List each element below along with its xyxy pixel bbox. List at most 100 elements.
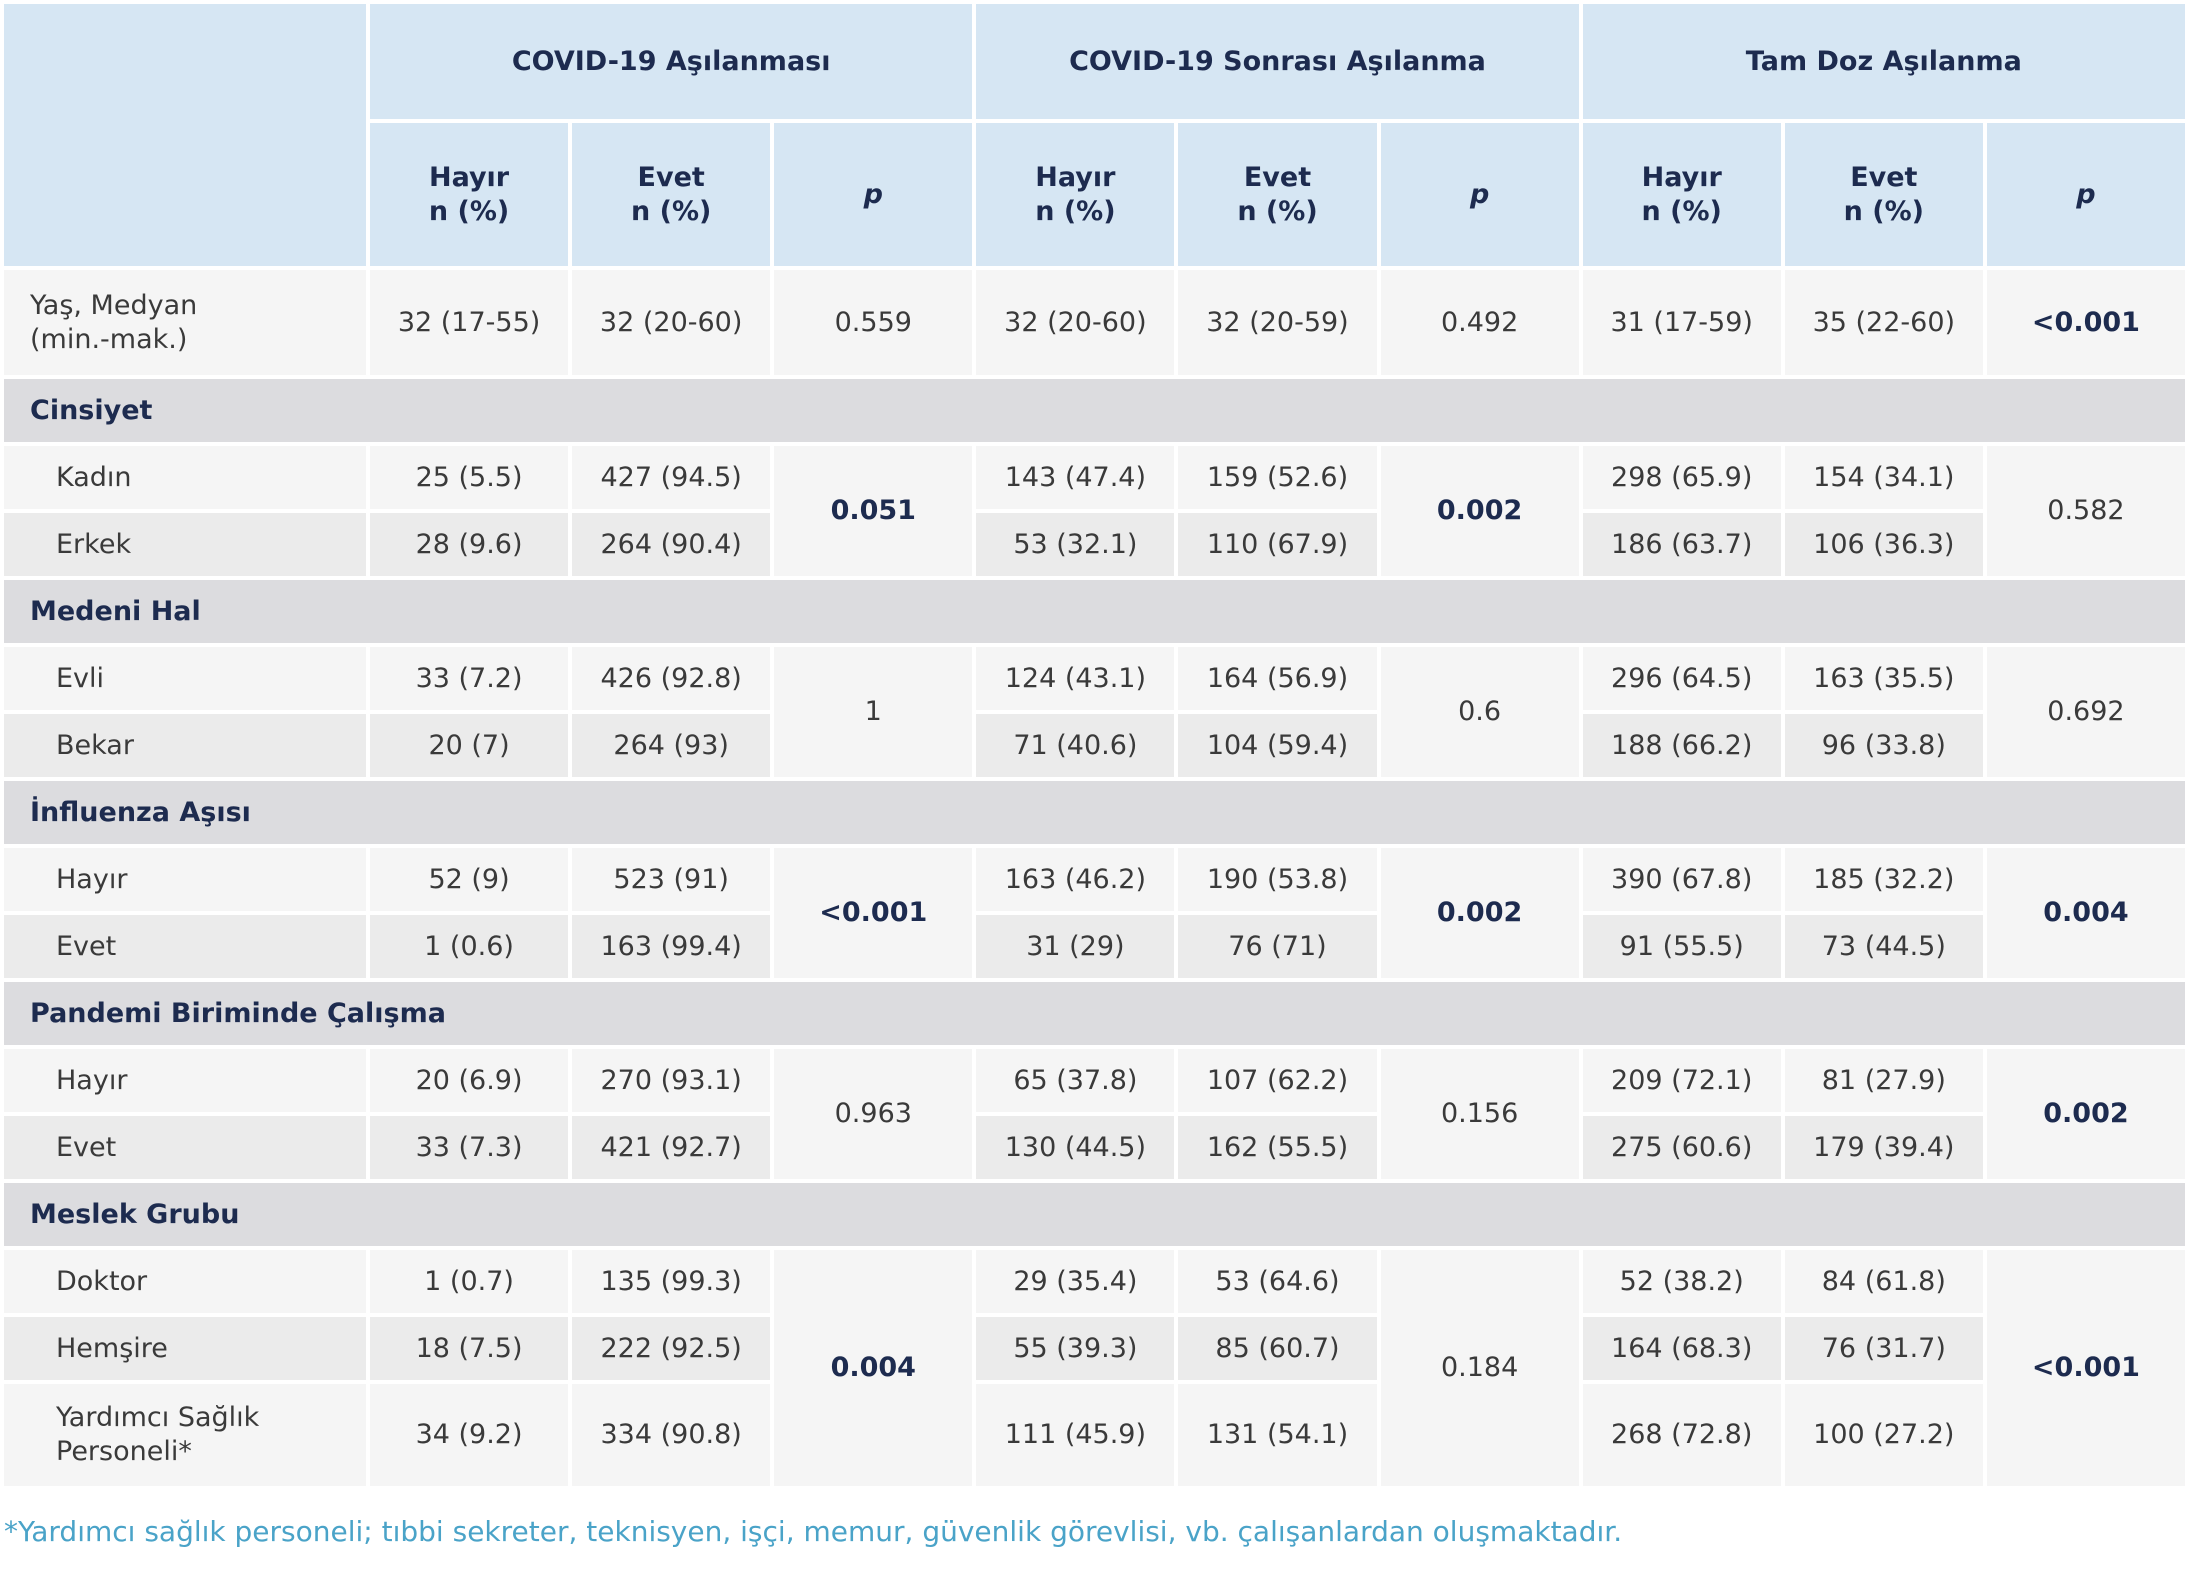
value-cell: 298 (65.9): [1578, 442, 1785, 513]
value-cell: 91 (55.5): [1578, 911, 1785, 982]
data-row: Doktor 1 (0.7) 135 (99.3) 0.004 29 (35.4) 53 …: [0, 1246, 2189, 1490]
data-row: Hayır 20 (6.9) 270 (93.1) 0.963 65 (37.8) 107…: [0, 1045, 2189, 1183]
p-value: <0.001: [1982, 1246, 2189, 1490]
value-cell: 163 (46.2): [972, 844, 1179, 915]
row-label: Yardımcı Sağlık Personeli*: [0, 1380, 370, 1490]
value-cell: 427 (94.5): [568, 442, 775, 513]
value-cell: 154 (34.1): [1780, 442, 1987, 513]
value-cell: 264 (90.4): [568, 509, 775, 580]
row-label: Hayır: [0, 1045, 370, 1116]
value-cell: 25 (5.5): [365, 442, 573, 513]
value-cell: 270 (93.1): [568, 1045, 775, 1116]
section-title: Pandemi Biriminde Çalışma: [0, 978, 2189, 1049]
value-cell: 163 (99.4): [568, 911, 775, 982]
section-title: İnfluenza Aşısı: [0, 777, 2189, 848]
value-cell: 162 (55.5): [1174, 1112, 1381, 1183]
header-row: COVID-19 Aşılanması COVID-19 Sonrası Aşıl…: [0, 0, 2189, 270]
column-header: p: [770, 119, 977, 270]
row-label: Erkek: [0, 509, 370, 580]
value-cell: 32 (20-60): [972, 266, 1179, 379]
p-value: <0.001: [1982, 266, 2189, 379]
row-label: Hemşire: [0, 1313, 370, 1384]
row-label: Yaş, Medyan (min.-mak.): [0, 266, 370, 379]
p-value: 0.6: [1376, 643, 1583, 781]
value-cell: 186 (63.7): [1578, 509, 1785, 580]
section-row: Medeni Hal: [0, 576, 2189, 647]
value-cell: 52 (9): [365, 844, 573, 915]
value-cell: 268 (72.8): [1578, 1380, 1785, 1490]
p-value: 0.004: [1982, 844, 2189, 982]
value-cell: 53 (64.6): [1174, 1246, 1381, 1317]
section-row: İnfluenza Aşısı: [0, 777, 2189, 848]
header-row: Hayır n (%) Evet n (%) p Hayır n (%) Evet n …: [2, 119, 2189, 270]
p-value: 0.184: [1376, 1246, 1583, 1490]
value-cell: 52 (38.2): [1578, 1246, 1785, 1317]
data-row: Kadın 25 (5.5) 427 (94.5) 0.051 143 (47.4) 15…: [0, 442, 2189, 580]
section-title: Cinsiyet: [0, 375, 2189, 446]
value-cell: 31 (17-59): [1578, 266, 1785, 379]
column-header: Evet n (%): [1174, 119, 1381, 270]
value-cell: 28 (9.6): [365, 509, 573, 580]
value-cell: 96 (33.8): [1780, 710, 1987, 781]
value-cell: 334 (90.8): [568, 1380, 775, 1490]
data-row: Yardımcı Sağlık Personeli* 34 (9.2) 334 (9…: [0, 1380, 2187, 1490]
value-cell: 296 (64.5): [1578, 643, 1785, 714]
section-title: Medeni Hal: [0, 576, 2189, 647]
value-cell: 35 (22-60): [1780, 266, 1987, 379]
value-cell: 222 (92.5): [568, 1313, 775, 1384]
group-header: COVID-19 Sonrası Aşılanma: [972, 0, 1583, 123]
p-value: 0.692: [1982, 643, 2189, 781]
p-value: 0.051: [770, 442, 977, 580]
value-cell: 143 (47.4): [972, 442, 1179, 513]
data-row: Erkek 28 (9.6) 264 (90.4) 53 (32.1) 110 (67.…: [0, 509, 2187, 580]
value-cell: 1 (0.6): [365, 911, 573, 982]
group-header: Tam Doz Aşılanma: [1578, 0, 2189, 123]
data-row: Hayır 52 (9) 523 (91) <0.001 163 (46.2) 190 (…: [0, 844, 2189, 982]
value-cell: 20 (6.9): [365, 1045, 573, 1116]
row-label: Evli: [0, 643, 370, 714]
group-header: COVID-19 Aşılanması: [365, 0, 977, 123]
value-cell: 18 (7.5): [365, 1313, 573, 1384]
value-cell: 190 (53.8): [1174, 844, 1381, 915]
p-value: 0.002: [1982, 1045, 2189, 1183]
column-header: Hayır n (%): [1578, 119, 1785, 270]
footnote: *Yardımcı sağlık personeli; tıbbi sekret…: [4, 1515, 1623, 1548]
corner-cell: [0, 0, 370, 270]
value-cell: 107 (62.2): [1174, 1045, 1381, 1116]
value-cell: 390 (67.8): [1578, 844, 1785, 915]
column-header: Hayır n (%): [972, 119, 1179, 270]
value-cell: 163 (35.5): [1780, 643, 1987, 714]
value-cell: 81 (27.9): [1780, 1045, 1987, 1116]
section-title: Meslek Grubu: [0, 1179, 2189, 1250]
p-value: <0.001: [770, 844, 977, 982]
data-row: Evli 33 (7.2) 426 (92.8) 1 124 (43.1) 164 (56…: [0, 643, 2189, 781]
p-value: 0.559: [770, 266, 977, 379]
value-cell: 164 (68.3): [1578, 1313, 1785, 1384]
p-value: 0.582: [1982, 442, 2189, 580]
row-label: Hayır: [0, 844, 370, 915]
p-value: 0.002: [1376, 844, 1583, 982]
value-cell: 110 (67.9): [1174, 509, 1381, 580]
value-cell: 188 (66.2): [1578, 710, 1785, 781]
value-cell: 104 (59.4): [1174, 710, 1381, 781]
p-value: 0.963: [770, 1045, 977, 1183]
value-cell: 31 (29): [972, 911, 1179, 982]
value-cell: 426 (92.8): [568, 643, 775, 714]
value-cell: 73 (44.5): [1780, 911, 1987, 982]
column-header: p: [1376, 119, 1583, 270]
data-row: Evet 1 (0.6) 163 (99.4) 31 (29) 76 (71) 91 (5…: [0, 911, 2187, 982]
value-cell: 71 (40.6): [972, 710, 1179, 781]
value-cell: 209 (72.1): [1578, 1045, 1785, 1116]
value-cell: 32 (17-55): [365, 266, 573, 379]
column-header: Hayır n (%): [365, 119, 573, 270]
value-cell: 131 (54.1): [1174, 1380, 1381, 1490]
value-cell: 185 (32.2): [1780, 844, 1987, 915]
value-cell: 179 (39.4): [1780, 1112, 1987, 1183]
value-cell: 135 (99.3): [568, 1246, 775, 1317]
row-label: Doktor: [0, 1246, 370, 1317]
p-value: 1: [770, 643, 977, 781]
row-label: Kadın: [0, 442, 370, 513]
p-value: 0.492: [1376, 266, 1583, 379]
data-row: Evet 33 (7.3) 421 (92.7) 130 (44.5) 162 (55.…: [0, 1112, 2187, 1183]
value-cell: 84 (61.8): [1780, 1246, 1987, 1317]
